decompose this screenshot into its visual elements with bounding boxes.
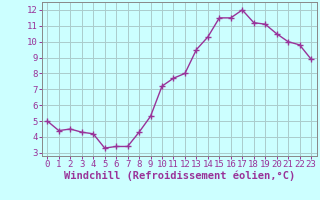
X-axis label: Windchill (Refroidissement éolien,°C): Windchill (Refroidissement éolien,°C) xyxy=(64,171,295,181)
